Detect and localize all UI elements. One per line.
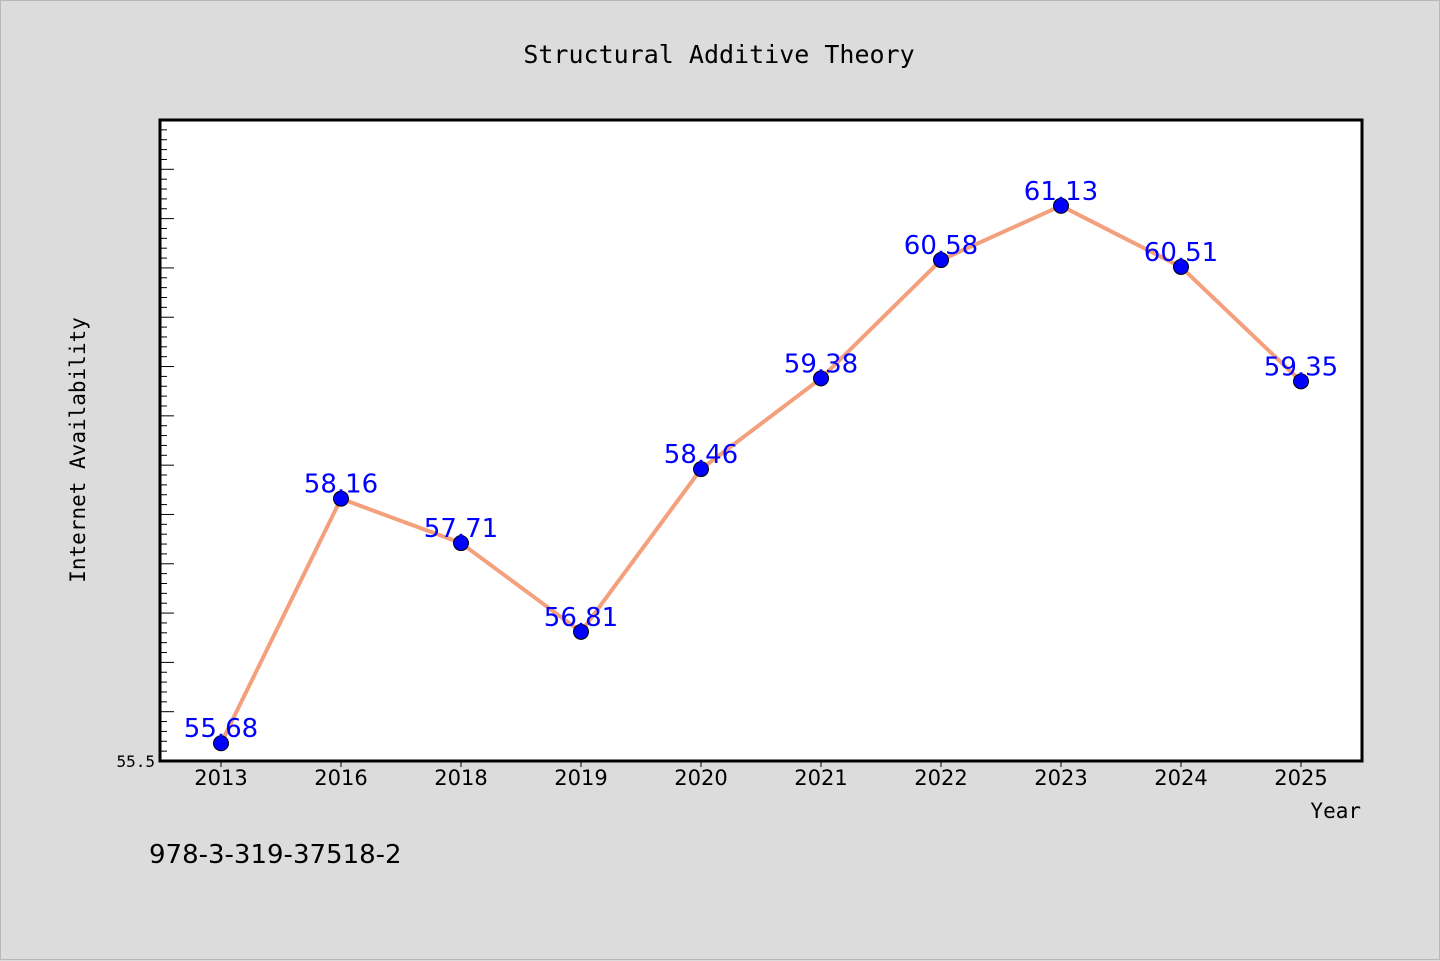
data-point-marker [1173,258,1189,275]
x-tick-label: 2022 [914,766,967,790]
data-label: 59.38 [784,349,858,379]
x-tick-label: 2023 [1034,766,1087,790]
data-point-marker [933,252,949,269]
data-point-marker [333,490,349,507]
data-point-marker [693,461,709,478]
x-tick-label: 2019 [554,766,607,790]
x-tick-label: 2021 [794,766,847,790]
x-tick-label: 2016 [314,766,367,790]
y-axis-label: Internet Availability [66,317,90,583]
data-label: 61.13 [1024,177,1098,207]
data-label: 59.35 [1264,352,1338,382]
data-point-marker [813,370,829,387]
data-label: 56.81 [544,603,618,633]
x-tick-label: 2013 [194,766,247,790]
x-tick-label: 2024 [1154,766,1207,790]
data-label: 60.51 [1144,238,1218,268]
data-label: 58.16 [304,470,378,500]
data-labels: 55.68 58.16 57.71 56.81 58.46 59.38 60.58 61.13… [184,177,1338,744]
data-point-marker [573,623,589,640]
x-axis-label: Year [1310,799,1361,823]
data-point-marker [453,535,469,552]
data-point-marker [1293,373,1309,390]
series-line-layer [219,203,1303,746]
x-tick-label: 2025 [1274,766,1327,790]
y-axis-ticks: 55.5 [116,129,174,771]
y-tick-label: 55.5 [116,752,155,771]
x-axis-ticks: 2013 2016 2018 2019 2020 2021 2022 2023 2024 2025 [194,761,1328,790]
data-label: 55.68 [184,714,258,744]
data-point-marker [1053,197,1069,214]
series-line [219,203,1303,746]
data-label: 60.58 [904,231,978,261]
x-tick-label: 2018 [434,766,487,790]
data-point-marker [213,735,229,752]
series-markers [213,197,1309,752]
data-label: 57.71 [424,514,498,544]
x-tick-label: 2020 [674,766,727,790]
chart-title: Structural Additive Theory [523,40,914,69]
plot-area [158,118,1364,763]
data-label: 58.46 [664,440,738,470]
footer-code: 978-3-319-37518-2 [149,840,402,870]
